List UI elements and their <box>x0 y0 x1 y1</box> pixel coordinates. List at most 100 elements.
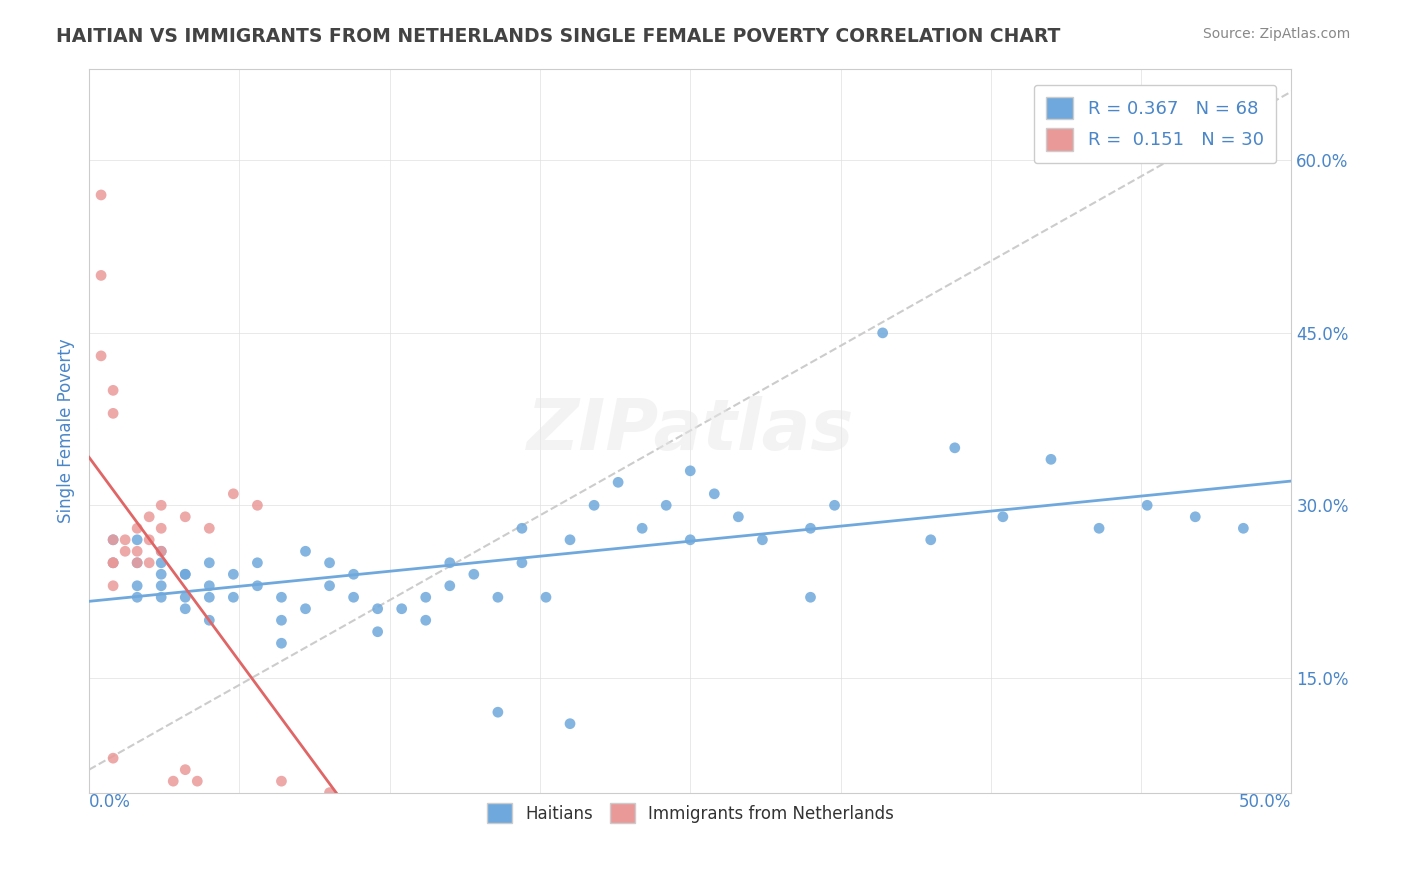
Point <box>367 624 389 639</box>
Point <box>114 533 136 547</box>
Point <box>607 475 630 490</box>
Point <box>174 567 197 582</box>
Point <box>1088 521 1111 535</box>
Point <box>1136 498 1159 512</box>
Point <box>138 556 160 570</box>
Point <box>101 579 124 593</box>
Point <box>174 591 197 605</box>
Point <box>90 349 112 363</box>
Point <box>150 556 173 570</box>
Y-axis label: Single Female Poverty: Single Female Poverty <box>58 338 75 523</box>
Point <box>101 556 124 570</box>
Point <box>439 556 461 570</box>
Point <box>90 188 112 202</box>
Point <box>127 533 149 547</box>
Point <box>138 533 160 547</box>
Text: 0.0%: 0.0% <box>89 793 131 811</box>
Point <box>294 544 316 558</box>
Point <box>1232 521 1254 535</box>
Point <box>270 774 292 789</box>
Point <box>342 591 364 605</box>
Point <box>174 763 197 777</box>
Point <box>138 509 160 524</box>
Point <box>679 464 702 478</box>
Point <box>318 786 340 800</box>
Point <box>1039 452 1062 467</box>
Point <box>558 716 581 731</box>
Point <box>127 579 149 593</box>
Point <box>486 705 509 719</box>
Point <box>920 533 942 547</box>
Point <box>150 591 173 605</box>
Point <box>799 521 821 535</box>
Point <box>127 556 149 570</box>
Point <box>318 556 340 570</box>
Point <box>318 579 340 593</box>
Point <box>162 774 184 789</box>
Point <box>510 521 533 535</box>
Point <box>150 521 173 535</box>
Point <box>101 533 124 547</box>
Point <box>90 268 112 283</box>
Point <box>631 521 654 535</box>
Point <box>127 521 149 535</box>
Point <box>101 556 124 570</box>
Point <box>150 567 173 582</box>
Point <box>150 498 173 512</box>
Point <box>101 384 124 398</box>
Point <box>127 591 149 605</box>
Point <box>510 556 533 570</box>
Point <box>174 567 197 582</box>
Point <box>391 601 413 615</box>
Point <box>415 591 437 605</box>
Point <box>270 636 292 650</box>
Point <box>534 591 557 605</box>
Legend: Haitians, Immigrants from Netherlands: Haitians, Immigrants from Netherlands <box>475 791 905 835</box>
Point <box>198 579 221 593</box>
Point <box>415 613 437 627</box>
Text: Source: ZipAtlas.com: Source: ZipAtlas.com <box>1202 27 1350 41</box>
Point <box>174 509 197 524</box>
Point <box>222 487 245 501</box>
Point <box>342 567 364 582</box>
Point <box>270 613 292 627</box>
Point <box>150 544 173 558</box>
Point <box>872 326 894 340</box>
Point <box>270 591 292 605</box>
Point <box>655 498 678 512</box>
Point <box>294 601 316 615</box>
Point <box>367 601 389 615</box>
Point <box>824 498 846 512</box>
Point <box>679 533 702 547</box>
Point <box>198 556 221 570</box>
Text: ZIPatlas: ZIPatlas <box>527 396 853 465</box>
Point <box>751 533 773 547</box>
Point <box>703 487 725 501</box>
Point <box>101 751 124 765</box>
Point <box>799 591 821 605</box>
Point <box>463 567 485 582</box>
Point <box>439 579 461 593</box>
Point <box>101 533 124 547</box>
Text: HAITIAN VS IMMIGRANTS FROM NETHERLANDS SINGLE FEMALE POVERTY CORRELATION CHART: HAITIAN VS IMMIGRANTS FROM NETHERLANDS S… <box>56 27 1060 45</box>
Point <box>1184 509 1206 524</box>
Point <box>174 601 197 615</box>
Point <box>222 591 245 605</box>
Point <box>486 591 509 605</box>
Point <box>186 774 208 789</box>
Point <box>246 556 269 570</box>
Point <box>198 521 221 535</box>
Point <box>114 544 136 558</box>
Point <box>150 544 173 558</box>
Point <box>246 579 269 593</box>
Text: 50.0%: 50.0% <box>1239 793 1292 811</box>
Point <box>727 509 749 524</box>
Point <box>127 556 149 570</box>
Point <box>150 579 173 593</box>
Point <box>943 441 966 455</box>
Point <box>101 556 124 570</box>
Point <box>127 544 149 558</box>
Point <box>198 613 221 627</box>
Point <box>558 533 581 547</box>
Point <box>246 498 269 512</box>
